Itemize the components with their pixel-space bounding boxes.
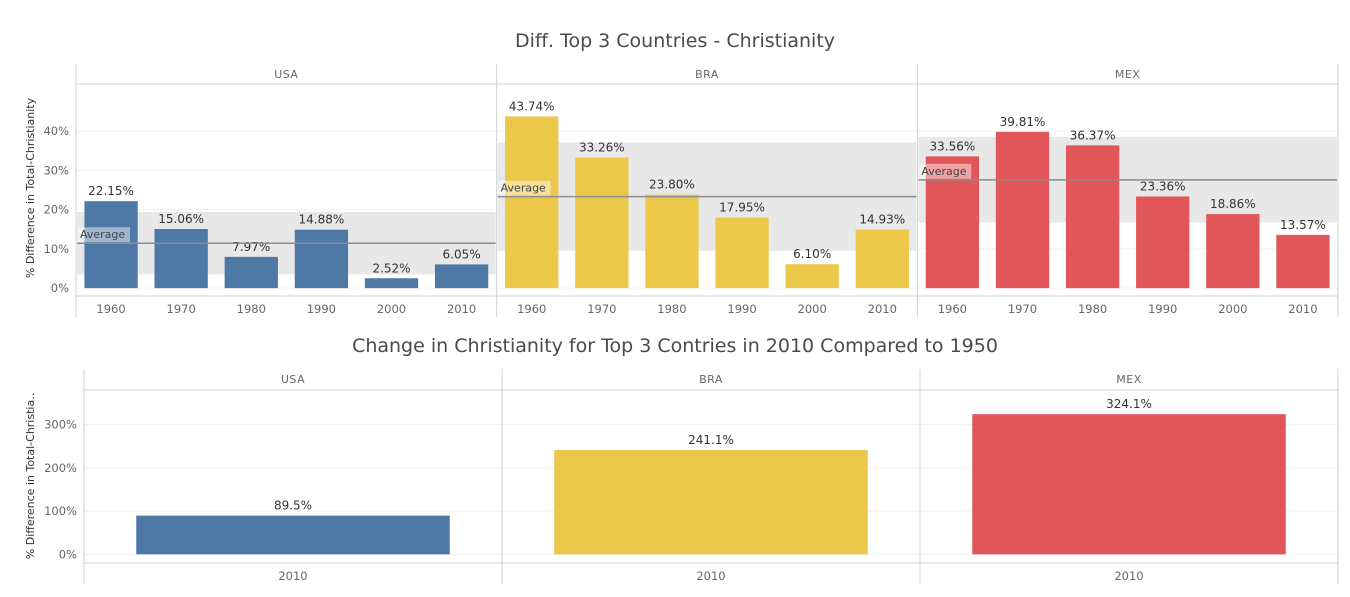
chart2-bar-bra-2010 xyxy=(554,450,868,555)
chart2-y-tick-label: 200% xyxy=(44,461,77,475)
chart1-bar-mex-1990 xyxy=(1136,196,1190,289)
chart1-x-tick-label: 1980 xyxy=(1078,302,1107,316)
chart1-bar-bra-1980 xyxy=(645,194,699,289)
chart1-data-label: 14.88% xyxy=(299,213,345,227)
chart1-bar-mex-2010 xyxy=(1276,234,1330,289)
chart1-title: Diff. Top 3 Countries - Christianity xyxy=(515,30,835,52)
chart1-x-tick-label: 1970 xyxy=(167,302,196,316)
chart1-bar-bra-1960 xyxy=(505,116,559,289)
chart2-data-label: 324.1% xyxy=(1106,397,1152,411)
chart1-x-tick-label: 2010 xyxy=(868,302,897,316)
chart2-data-label: 241.1% xyxy=(688,433,734,447)
chart1-panel-header-usa: USA xyxy=(274,68,298,81)
chart1-plot: 0% 10% 20% 30% 40% USA 22.15% 1960 15.06% 1970 7.9… xyxy=(43,64,1339,317)
chart1-data-label: 18.86% xyxy=(1210,197,1256,211)
chart2-y-tick-label: 0% xyxy=(59,547,77,561)
chart1-bar-bra-2000 xyxy=(785,264,839,289)
chart1-y-tick-label: 20% xyxy=(43,203,69,217)
chart2-bar-usa-2010 xyxy=(136,515,450,555)
chart1-bar-bra-2010 xyxy=(855,229,909,289)
chart2-data-label: 89.5% xyxy=(274,499,312,513)
chart1-data-label: 2.52% xyxy=(372,261,410,275)
chart1-data-label: 17.95% xyxy=(719,201,765,215)
chart1-x-tick-label: 2010 xyxy=(1288,302,1317,316)
chart1-panel-header-mex: MEX xyxy=(1115,68,1140,81)
chart1-data-label: 13.57% xyxy=(1280,218,1326,232)
chart2-x-tick-label: 2010 xyxy=(696,569,725,583)
chart1-bar-mex-1980 xyxy=(1065,145,1120,289)
chart1-bar-usa-1970 xyxy=(154,229,208,289)
chart2-panel-header-usa: USA xyxy=(281,373,305,386)
chart2-y-tick-label: 100% xyxy=(44,504,77,518)
chart1-y-tick-label: 30% xyxy=(43,163,69,177)
chart1-x-tick-label: 1960 xyxy=(96,302,125,316)
chart1-bar-mex-1970 xyxy=(995,131,1050,289)
chart2-plot: 0% 100% 200% 300% USA 89.5% 2010 BRA 241.1% 2010 M… xyxy=(44,369,1339,584)
chart2-title: Change in Christianity for Top 3 Contrie… xyxy=(352,335,998,357)
chart1-bar-bra-1970 xyxy=(575,157,629,289)
chart1-average-label: Average xyxy=(80,228,125,241)
chart1-bar-usa-1990 xyxy=(294,229,349,289)
chart1-x-tick-label: 1960 xyxy=(517,302,546,316)
chart2-y-tick-label: 300% xyxy=(44,418,77,432)
chart1-average-label-bg xyxy=(919,163,972,179)
chart2-x-tick-label: 2010 xyxy=(1114,569,1143,583)
chart1-x-tick-label: 1990 xyxy=(307,302,336,316)
chart1-x-tick-label: 1960 xyxy=(938,302,967,316)
chart1-x-tick-label: 2010 xyxy=(447,302,476,316)
chart1-bar-usa-2000 xyxy=(364,278,419,289)
chart1-y-tick-label: 40% xyxy=(43,124,69,138)
chart1-y-axis-label: % Difference in Total-Christianity xyxy=(24,97,37,278)
chart1-data-label: 14.93% xyxy=(859,213,905,227)
chart2-panel-header-bra: BRA xyxy=(699,373,723,386)
chart1-average-label-bg xyxy=(78,227,130,243)
chart1-x-tick-label: 1990 xyxy=(727,302,756,316)
chart1-bar-mex-1960 xyxy=(925,156,980,289)
chart1-x-tick-label: 1990 xyxy=(1148,302,1177,316)
chart1-bar-mex-2000 xyxy=(1206,214,1260,289)
chart1-x-tick-label: 1980 xyxy=(657,302,686,316)
chart1-x-tick-label: 2000 xyxy=(1218,302,1247,316)
chart1-data-label: 22.15% xyxy=(88,184,134,198)
chart1-y-tick-label: 10% xyxy=(43,242,69,256)
chart1-y-tick-label: 0% xyxy=(51,281,69,295)
chart1-data-label: 33.56% xyxy=(930,139,976,153)
chart1-average-label: Average xyxy=(921,165,966,178)
chart1-data-label: 39.81% xyxy=(1000,115,1046,129)
chart1-data-label: 6.10% xyxy=(793,247,831,261)
chart1-data-label: 23.36% xyxy=(1140,179,1186,193)
chart2-bar-mex-2010 xyxy=(972,414,1286,555)
chart2-x-tick-label: 2010 xyxy=(278,569,307,583)
chart1-average-label: Average xyxy=(501,182,546,195)
chart1-data-label: 43.74% xyxy=(509,99,555,113)
chart1-average-label-bg xyxy=(498,180,551,196)
chart1-bar-bra-1990 xyxy=(715,217,769,289)
chart1-panel-header-bra: BRA xyxy=(695,68,719,81)
chart1-bar-usa-1980 xyxy=(224,256,278,289)
chart2-panel-header-mex: MEX xyxy=(1116,373,1141,386)
chart1-data-label: 33.26% xyxy=(579,141,625,155)
chart1-x-tick-label: 2000 xyxy=(377,302,406,316)
chart1-data-label: 23.80% xyxy=(649,178,695,192)
chart1-bar-usa-1960 xyxy=(84,201,138,289)
chart1-data-label: 15.06% xyxy=(158,212,204,226)
chart1-x-tick-label: 1970 xyxy=(587,302,616,316)
chart1-x-tick-label: 2000 xyxy=(798,302,827,316)
chart1-bar-usa-2010 xyxy=(434,264,489,289)
chart1-data-label: 7.97% xyxy=(232,240,270,254)
chart1-data-label: 36.37% xyxy=(1070,128,1116,142)
chart1-x-tick-label: 1980 xyxy=(237,302,266,316)
chart1-data-label: 6.05% xyxy=(443,247,481,261)
chart1-x-tick-label: 1970 xyxy=(1008,302,1037,316)
chart2-y-axis-label: % Difference in Total-Christia.. xyxy=(24,393,37,559)
